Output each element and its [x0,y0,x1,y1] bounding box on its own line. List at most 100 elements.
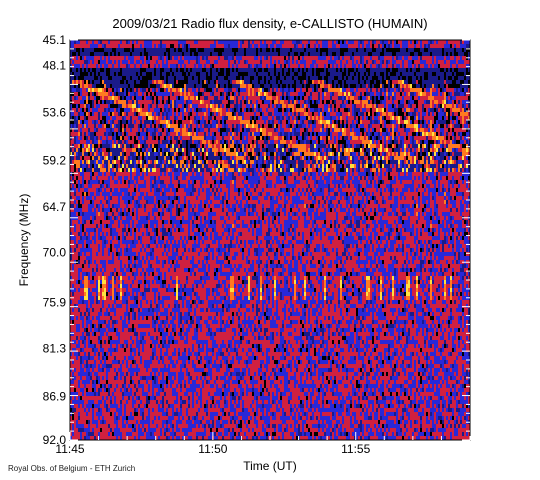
y-tick-label: 64.7 [43,200,67,214]
y-tick-label: 48.1 [43,59,67,73]
heatmap-row [70,180,470,184]
heatmap-row [70,140,470,144]
heatmap-row [70,308,470,312]
y-tick-label: 81.3 [43,342,67,356]
heatmap-row [70,200,470,204]
heatmap-row [70,272,470,276]
heatmap-row [70,52,470,56]
heatmap-row [70,284,470,288]
heatmap-row [70,260,470,264]
heatmap-row [70,204,470,208]
heatmap-row [70,252,470,256]
heatmap-row [70,340,470,344]
heatmap-row [70,220,470,224]
heatmap-row [70,144,470,148]
heatmap-row [70,172,470,176]
heatmap-row [70,212,470,216]
heatmap-row [70,208,470,212]
credit-text: Royal Obs. of Belgium - ETH Zurich [8,464,135,473]
heatmap-row [70,176,470,180]
heatmap-row [70,188,470,192]
y-tick-label: 75.9 [43,296,67,310]
heatmap-row [70,432,470,436]
heatmap-row [70,60,470,64]
heatmap-row [70,84,470,88]
heatmap-row [70,384,470,388]
heatmap-row [70,396,470,400]
heatmap-row [70,256,470,260]
heatmap-row [70,364,470,368]
heatmap-row [70,152,470,156]
heatmap-row [70,324,470,328]
heatmap-row [70,88,470,92]
heatmap-row [70,44,470,48]
x-tick-label: 11:45 [55,442,84,456]
heatmap-row [70,228,470,232]
y-tick-label: 70.0 [43,245,67,259]
heatmap-row [70,92,470,96]
heatmap-row [70,372,470,376]
heatmap-row [70,196,470,200]
heatmap-row [70,248,470,252]
heatmap-row [70,76,470,80]
heatmap-row [70,380,470,384]
heatmap-row [70,268,470,272]
heatmap-row [70,120,470,124]
heatmap-row [70,368,470,372]
x-tick-label: 11:55 [341,442,370,456]
heatmap-row [70,184,470,188]
heatmap-row [70,192,470,196]
heatmap-row [70,80,470,84]
heatmap-row [70,420,470,424]
heatmap-row [70,344,470,348]
x-axis-label: Time (UT) [243,459,297,473]
heatmap-row [70,336,470,340]
heatmap-row [70,404,470,408]
heatmap-row [70,300,470,304]
heatmap-row [70,96,470,100]
y-tick-label: 45.1 [43,33,67,47]
heatmap-row [70,348,470,352]
y-tick-label: 86.9 [43,390,67,404]
heatmap-row [70,124,470,128]
heatmap-row [70,264,470,268]
heatmap-row [70,328,470,332]
heatmap-row [70,400,470,404]
heatmap-row [70,428,470,432]
heatmap-row [70,424,470,428]
heatmap-row [70,292,470,296]
heatmap-row [70,296,470,300]
heatmap-row [70,56,470,60]
y-tick-label: 53.6 [43,105,67,119]
heatmap-row [70,148,470,152]
heatmap-row [70,108,470,112]
heatmap-row [70,48,470,52]
chart-title: 2009/03/21 Radio flux density, e-CALLIST… [112,16,427,31]
heatmap-row [70,304,470,308]
heatmap-row [70,276,470,280]
x-tick-label: 11:50 [198,442,227,456]
heatmap-row [70,412,470,416]
heatmap-row [70,280,470,284]
heatmap-row [70,136,470,140]
heatmap-row [70,408,470,412]
heatmap-row [70,224,470,228]
heatmap-row [70,160,470,164]
heatmap-row [70,116,470,120]
heatmap-row [70,72,470,76]
heatmap-row [70,240,470,244]
heatmap-row [70,376,470,380]
heatmap-row [70,312,470,316]
heatmap-row [70,40,470,44]
heatmap-row [70,156,470,160]
heatmap-row [70,68,470,72]
heatmap-row [70,288,470,292]
heatmap-row [70,320,470,324]
y-axis-label: Frequency (MHz) [17,194,31,287]
heatmap-row [70,352,470,356]
heatmap-row [70,416,470,420]
heatmap-row [70,112,470,116]
heatmap-row [70,232,470,236]
heatmap-row [70,236,470,240]
